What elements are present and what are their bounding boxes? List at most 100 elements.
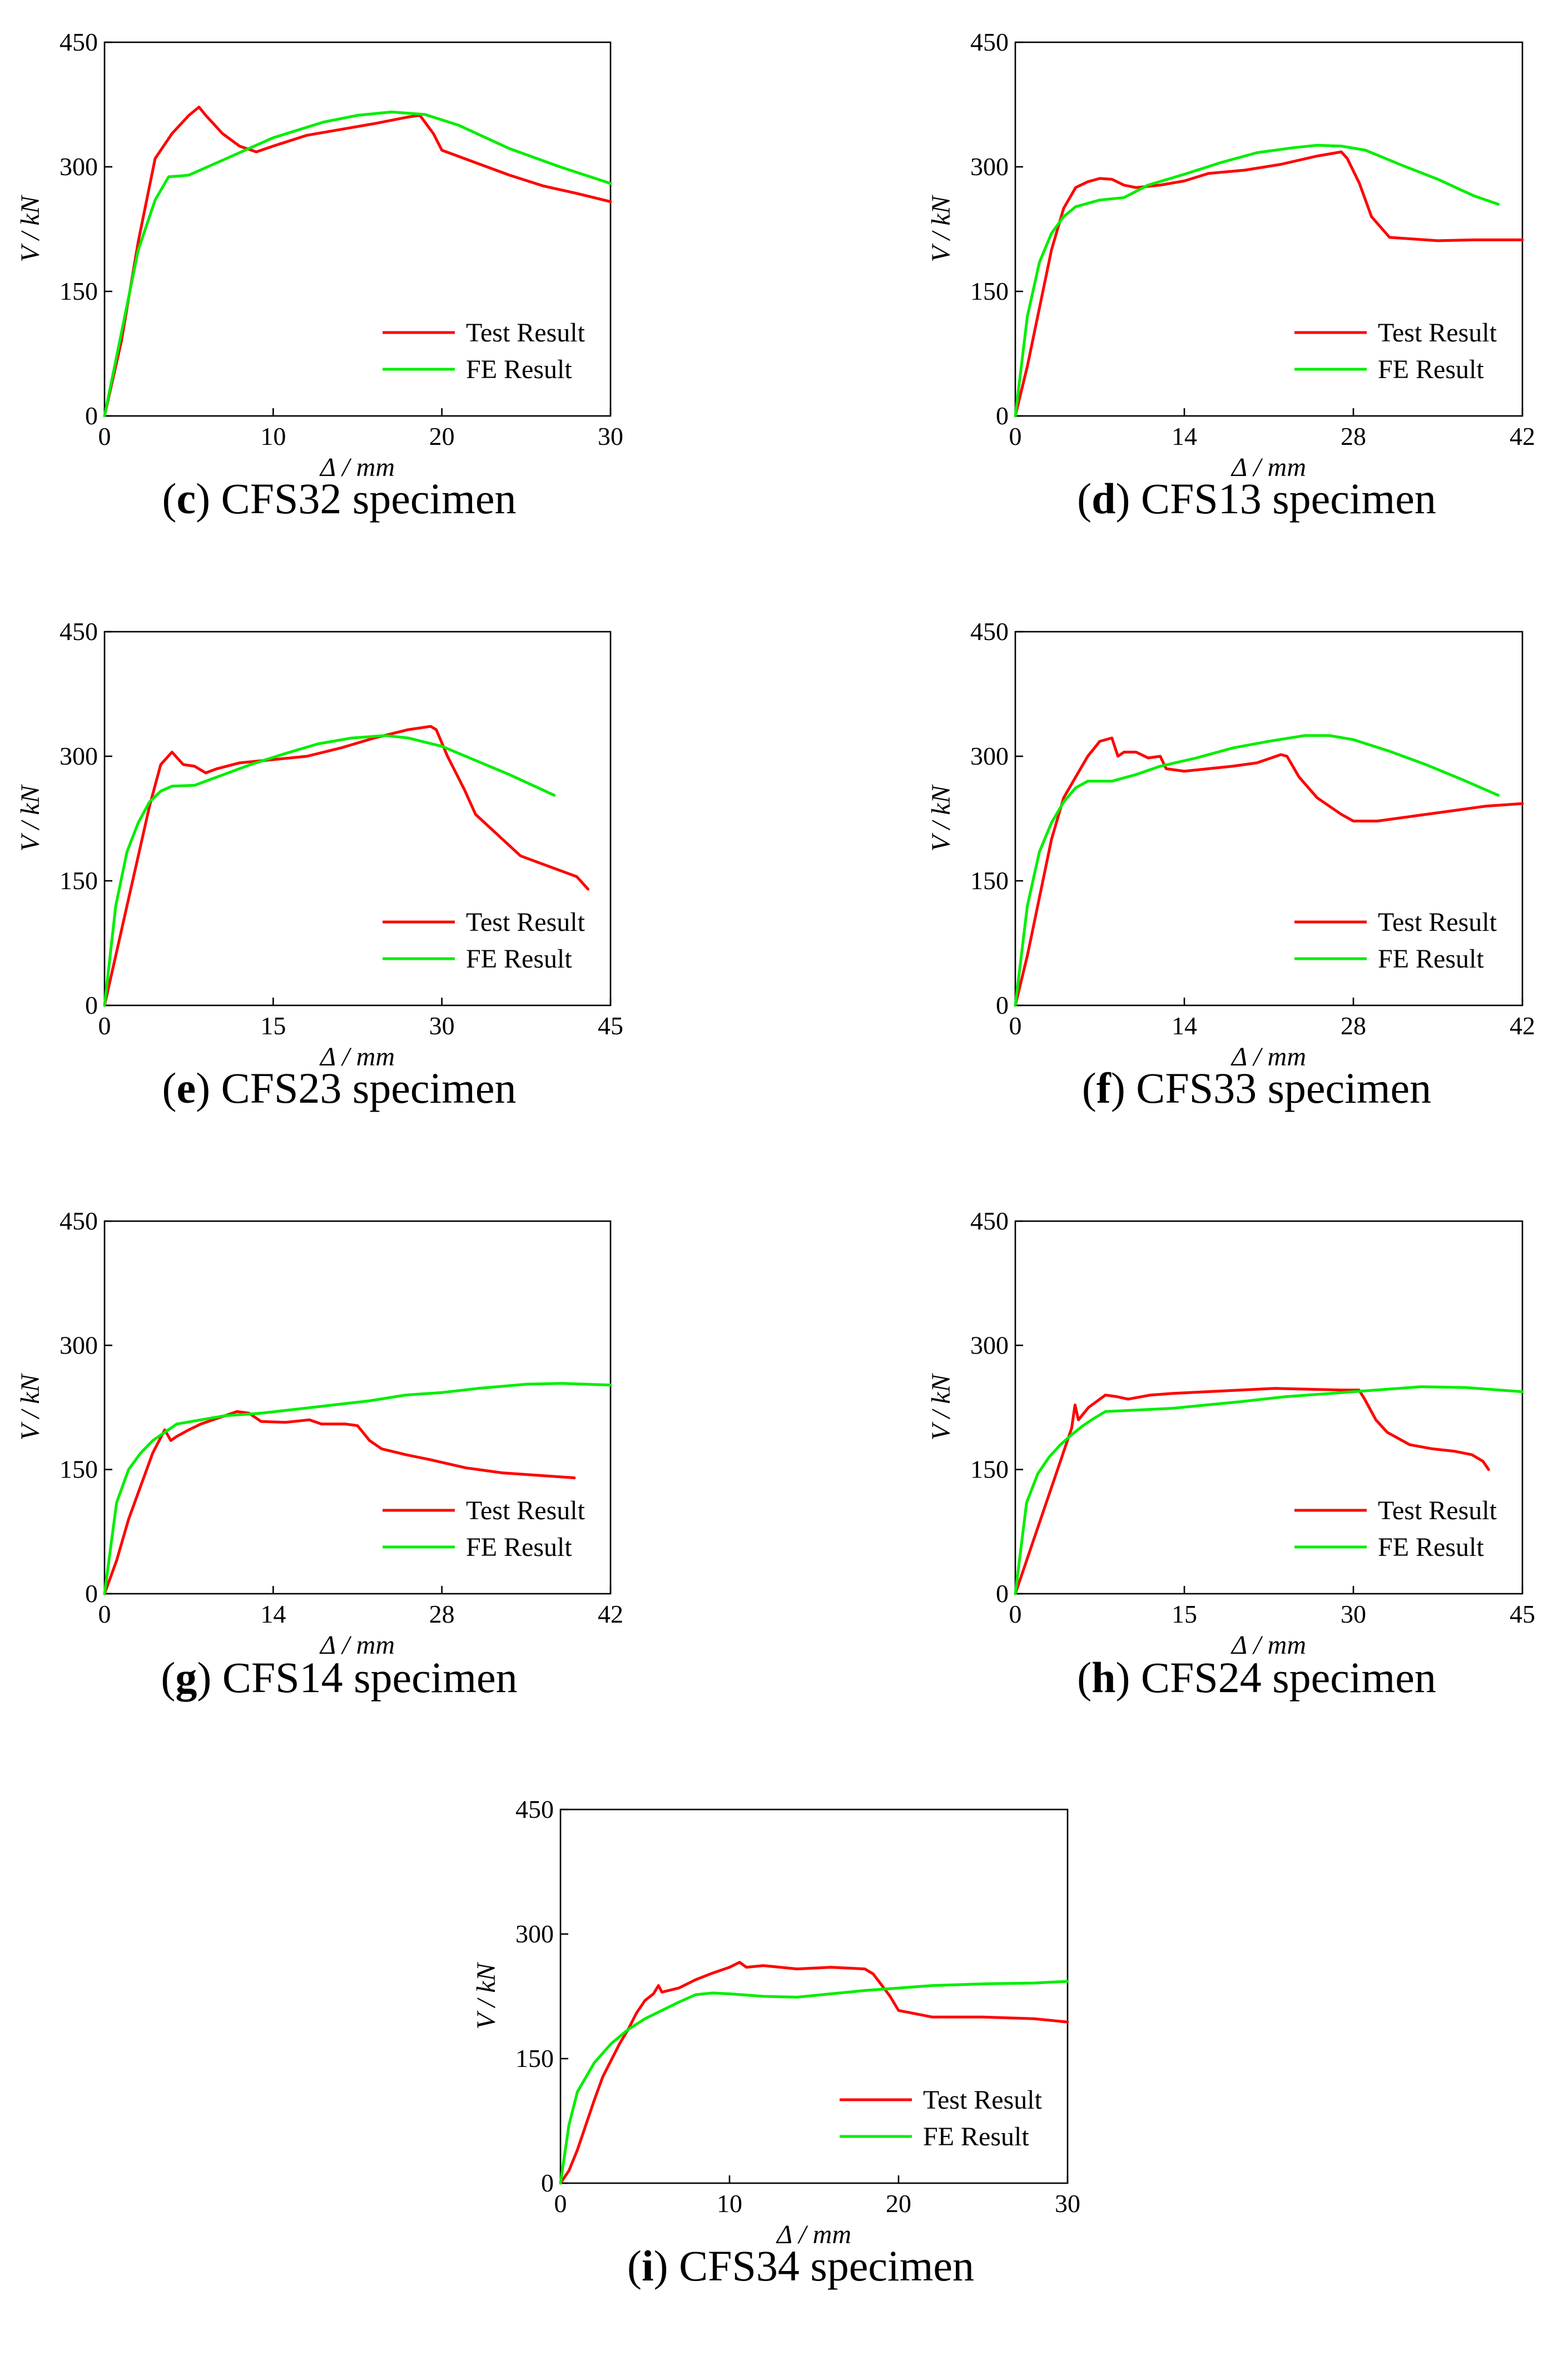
x-tick-label: 45	[1510, 1600, 1535, 1628]
y-tick-label: 450	[970, 617, 1009, 646]
x-axis-title: Δ / mm	[319, 1630, 395, 1660]
y-tick-label: 0	[85, 991, 98, 1019]
x-tick-label: 30	[1341, 1600, 1366, 1628]
caption-paren: (	[162, 1064, 177, 1112]
legend-label: Test Result	[466, 908, 585, 937]
x-tick-label: 20	[429, 422, 455, 450]
series-line-fe-result	[1014, 143, 1500, 418]
legend-label: FE Result	[923, 2122, 1029, 2151]
x-tick-label: 42	[1510, 422, 1535, 450]
x-tick-label: 10	[717, 2189, 742, 2218]
caption-text: CFS14 specimen	[211, 1653, 518, 1702]
panel-caption: (h) CFS24 specimen	[979, 1653, 1535, 1703]
plot-frame	[1014, 631, 1524, 1007]
y-tick-label: 300	[970, 1331, 1009, 1359]
y-tick-label: 150	[970, 1455, 1009, 1484]
caption-text: CFS23 specimen	[210, 1064, 517, 1112]
plot-frame	[1014, 41, 1524, 417]
caption-text: CFS13 specimen	[1130, 474, 1436, 523]
series-line-fe-result	[1014, 1385, 1524, 1595]
caption-paren: (	[1077, 1653, 1092, 1702]
x-axis-title: Δ / mm	[319, 453, 395, 482]
plot-frame	[1014, 1220, 1524, 1595]
series-line-test-result	[103, 106, 612, 418]
caption-paren: )	[1115, 1653, 1130, 1702]
x-tick-label: 20	[886, 2189, 911, 2218]
caption-letter: c	[176, 474, 196, 523]
panel-caption: (d) CFS13 specimen	[979, 474, 1535, 524]
caption-paren: (	[1077, 474, 1092, 523]
plot-frame	[103, 1220, 612, 1595]
legend-label: Test Result	[1378, 318, 1497, 348]
series-line-fe-result	[1014, 734, 1500, 1007]
y-tick-label: 450	[59, 617, 98, 646]
x-tick-label: 14	[1172, 422, 1197, 450]
series-line-test-result	[1014, 1387, 1490, 1595]
series-line-fe-result	[103, 110, 612, 418]
series-line-fe-result	[559, 1980, 1069, 2185]
y-axis-title: V / kN	[16, 784, 45, 851]
x-tick-label: 0	[554, 2189, 567, 2218]
series-line-test-result	[1014, 736, 1524, 1007]
y-tick-label: 0	[85, 401, 98, 430]
panel-caption: (e) CFS23 specimen	[61, 1063, 617, 1113]
caption-letter: e	[176, 1064, 196, 1112]
chart-panel-d: 0 14 28 42 0 150 300 450 Δ / mm V / kN Test Result…	[926, 28, 1535, 482]
legend-label: Test Result	[923, 2085, 1043, 2115]
x-tick-label: 14	[260, 1600, 286, 1628]
plot-frame	[103, 631, 612, 1007]
caption-text: CFS24 specimen	[1130, 1653, 1436, 1702]
y-tick-label: 300	[970, 742, 1009, 770]
caption-paren: )	[653, 2242, 668, 2290]
x-axis-title: Δ / mm	[319, 1042, 395, 1072]
y-tick-label: 450	[59, 28, 98, 56]
legend-label: Test Result	[466, 318, 585, 348]
y-axis-title: V / kN	[472, 1961, 501, 2029]
caption-paren: )	[196, 474, 211, 523]
y-tick-label: 150	[970, 277, 1009, 305]
x-tick-label: 42	[598, 1600, 623, 1628]
y-tick-label: 0	[996, 401, 1009, 430]
y-tick-label: 150	[970, 866, 1009, 895]
y-tick-label: 0	[541, 2169, 554, 2197]
y-tick-label: 300	[970, 152, 1009, 181]
legend-label: FE Result	[1378, 944, 1484, 974]
series-line-test-result	[103, 725, 590, 1007]
x-tick-label: 10	[260, 422, 286, 450]
y-tick-label: 0	[996, 1579, 1009, 1608]
y-tick-label: 300	[515, 1920, 554, 1948]
caption-paren: (	[1081, 1064, 1096, 1112]
y-tick-label: 450	[515, 1795, 554, 1823]
x-axis-title: Δ / mm	[776, 2220, 851, 2249]
x-axis-title: Δ / mm	[1230, 453, 1306, 482]
y-axis-title: V / kN	[16, 194, 45, 262]
series-line-test-result	[559, 1961, 1069, 2185]
caption-paren: )	[1115, 474, 1130, 523]
x-tick-label: 15	[260, 1012, 286, 1040]
series-line-fe-result	[103, 734, 556, 1007]
caption-letter: i	[641, 2242, 654, 2290]
panel-caption: (g) CFS14 specimen	[61, 1653, 617, 1703]
caption-paren: (	[162, 474, 177, 523]
legend-label: FE Result	[1378, 355, 1484, 384]
caption-paren: )	[197, 1653, 212, 1702]
y-tick-label: 300	[59, 1331, 98, 1359]
panel-caption: (c) CFS32 specimen	[61, 474, 617, 524]
caption-letter: h	[1091, 1653, 1116, 1702]
legend-label: Test Result	[466, 1496, 585, 1525]
x-tick-label: 14	[1172, 1012, 1197, 1040]
x-tick-label: 0	[1009, 1600, 1022, 1628]
panel-caption: (i) CFS34 specimen	[523, 2241, 1079, 2291]
x-tick-label: 0	[1009, 422, 1022, 450]
caption-paren: (	[627, 2242, 642, 2290]
caption-letter: g	[175, 1653, 197, 1702]
x-tick-label: 28	[1341, 1012, 1366, 1040]
caption-paren: )	[1110, 1064, 1125, 1112]
y-axis-title: V / kN	[16, 1372, 45, 1440]
y-tick-label: 300	[59, 742, 98, 770]
y-tick-label: 450	[970, 28, 1009, 56]
caption-text: CFS34 specimen	[668, 2242, 974, 2290]
x-tick-label: 30	[598, 422, 623, 450]
